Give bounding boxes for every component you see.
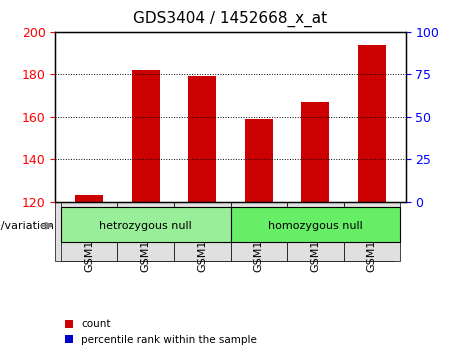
Bar	[358, 45, 386, 202]
FancyBboxPatch shape	[55, 202, 394, 261]
Text: hetrozygous null: hetrozygous null	[100, 221, 192, 231]
FancyBboxPatch shape	[230, 207, 400, 241]
Bar	[131, 70, 160, 202]
Bar	[301, 102, 330, 202]
FancyBboxPatch shape	[343, 202, 400, 261]
FancyBboxPatch shape	[61, 202, 118, 261]
Bar	[245, 119, 273, 202]
Bar	[188, 76, 216, 202]
FancyBboxPatch shape	[174, 202, 230, 261]
Legend: count, percentile rank within the sample: count, percentile rank within the sample	[60, 315, 261, 349]
Text: GDS3404 / 1452668_x_at: GDS3404 / 1452668_x_at	[133, 11, 328, 27]
FancyBboxPatch shape	[118, 202, 174, 261]
FancyBboxPatch shape	[287, 202, 343, 261]
Text: genotype/variation: genotype/variation	[0, 221, 54, 231]
Text: homozygous null: homozygous null	[268, 221, 363, 231]
FancyBboxPatch shape	[61, 207, 230, 241]
FancyBboxPatch shape	[230, 202, 287, 261]
Bar	[75, 195, 103, 202]
